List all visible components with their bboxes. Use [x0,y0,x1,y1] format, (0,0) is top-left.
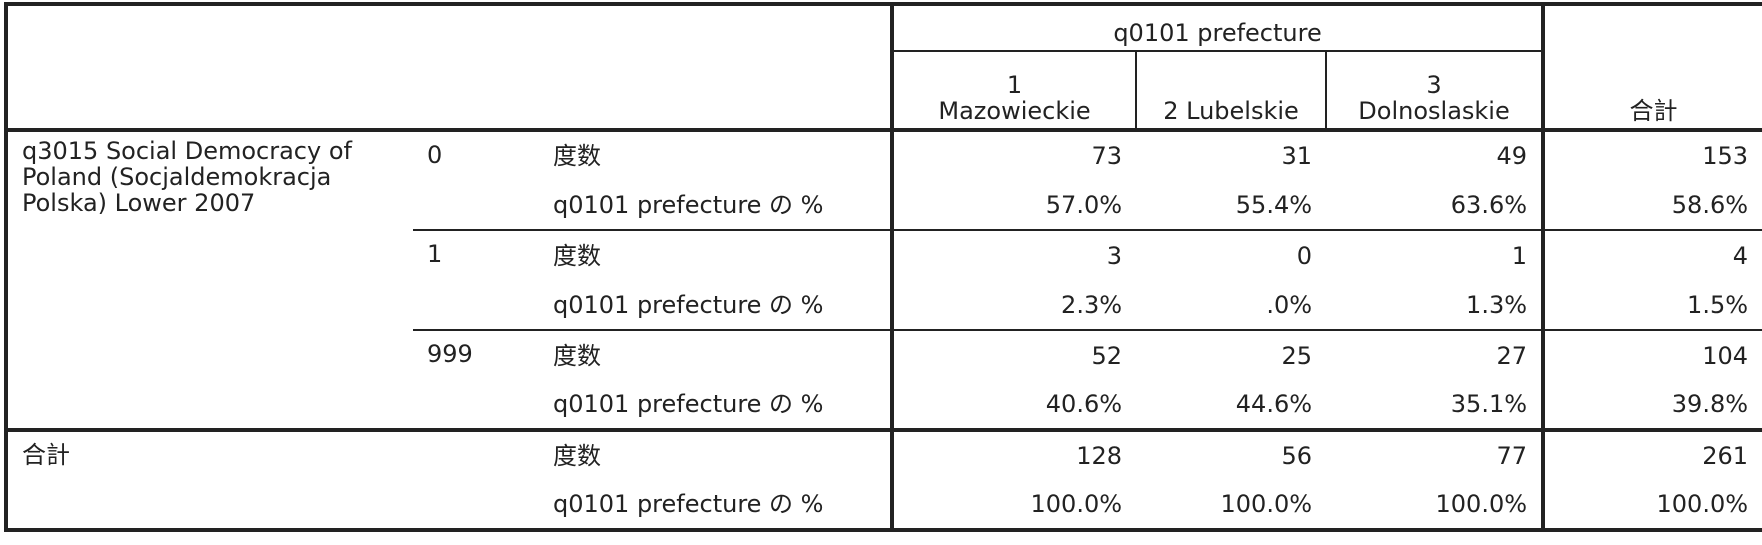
row-variable: q3015 Social Democracy of Poland (Socjal… [6,128,413,430]
table-row: q0101 prefecture の % 57.0% 55.4% 63.6% 58.6% [6,180,1762,230]
value-cell: .0% [1266,290,1313,319]
corner [6,4,892,130]
value-cell: 1.3% [1466,290,1528,319]
value-cell: 57.0% [890,180,1137,230]
stat-label: 度数 [539,229,893,280]
stat-label: q0101 prefecture の % [553,390,824,418]
total-header: 合計 [1541,4,1762,130]
value-cell: 100.0% [1435,490,1528,518]
table-row: q0101 prefecture 合計 [6,4,1762,130]
value-cell: 104 [1541,329,1762,380]
value-cell: 55.4% [1235,190,1313,219]
value-cell: 35.1% [1450,390,1528,418]
value-cell: 2.3% [890,280,1137,330]
value-cell: 1 [1326,229,1544,280]
value-cell: 100.0% [1541,480,1762,530]
value-cell: 73 [890,128,1137,180]
value-cell: 27 [1326,329,1544,380]
value-cell: 25 [1136,329,1327,380]
value-cell: 0 [1136,229,1327,280]
table-row: q3015 Social Democracy of Poland (Socjal… [6,128,1762,430]
table-row: q0101 prefecture の % 100.0% 100.0% 100.0% 10… [6,480,1762,530]
total-label: 合計 [6,428,539,530]
stat-label: 度数 [539,428,893,480]
value-cell: 128 [890,428,1137,480]
value-cell: 1.5% [1541,280,1762,330]
value-cell: 56 [1136,428,1327,480]
value-cell: 31 [1136,128,1327,180]
column-header: 2 Lubelskie [1135,50,1327,130]
stat-label: q0101 prefecture の % [553,490,824,518]
column-header: 3 Dolnoslaskie [1325,50,1544,130]
group-header: q0101 prefecture [890,4,1544,51]
table-row: q0101 prefecture の % 2.3% .0% 1.3% 1.5% [6,280,1762,330]
table-row: 999 度数 52 25 27 104 [6,329,1762,430]
table-row: 1 度数 3 0 1 4 [6,229,1762,330]
crosstab-table: q0101 prefecture 合計 1 Mazowieckie 2 Lubelsk… [4,2,1762,532]
table-row: 合計 度数 128 56 77 261 [6,428,1762,530]
row-value: 1 [413,229,539,330]
stat-label: q0101 prefecture の % [553,290,824,319]
stat-label: q0101 prefecture の % [553,190,824,219]
value-cell: 3 [890,229,1137,280]
stat-label: 度数 [539,128,893,180]
row-value: 999 [413,329,539,430]
value-cell: 100.0% [890,480,1137,530]
row-value: 0 [413,128,539,230]
value-cell: 77 [1326,428,1544,480]
column-header: 1 Mazowieckie [890,50,1137,130]
table-row: 1 Mazowieckie 2 Lubelskie 3 Dolnoslaskie [6,50,1762,130]
value-cell: 52 [890,329,1137,380]
table-body: q0101 prefecture 合計 1 Mazowieckie 2 Lubelsk… [6,4,1762,530]
stat-label: 度数 [539,329,893,380]
value-cell: 44.6% [1235,390,1313,418]
value-cell: 40.6% [890,380,1137,430]
table-row: q0101 prefecture の % 40.6% 44.6% 35.1% 39.8% [6,380,1762,430]
value-cell: 4 [1541,229,1762,280]
value-cell: 58.6% [1541,180,1762,230]
value-cell: 63.6% [1450,190,1528,219]
value-cell: 49 [1326,128,1544,180]
value-cell: 39.8% [1541,380,1762,430]
value-cell: 100.0% [1220,490,1313,518]
value-cell: 261 [1541,428,1762,480]
value-cell: 153 [1541,128,1762,180]
